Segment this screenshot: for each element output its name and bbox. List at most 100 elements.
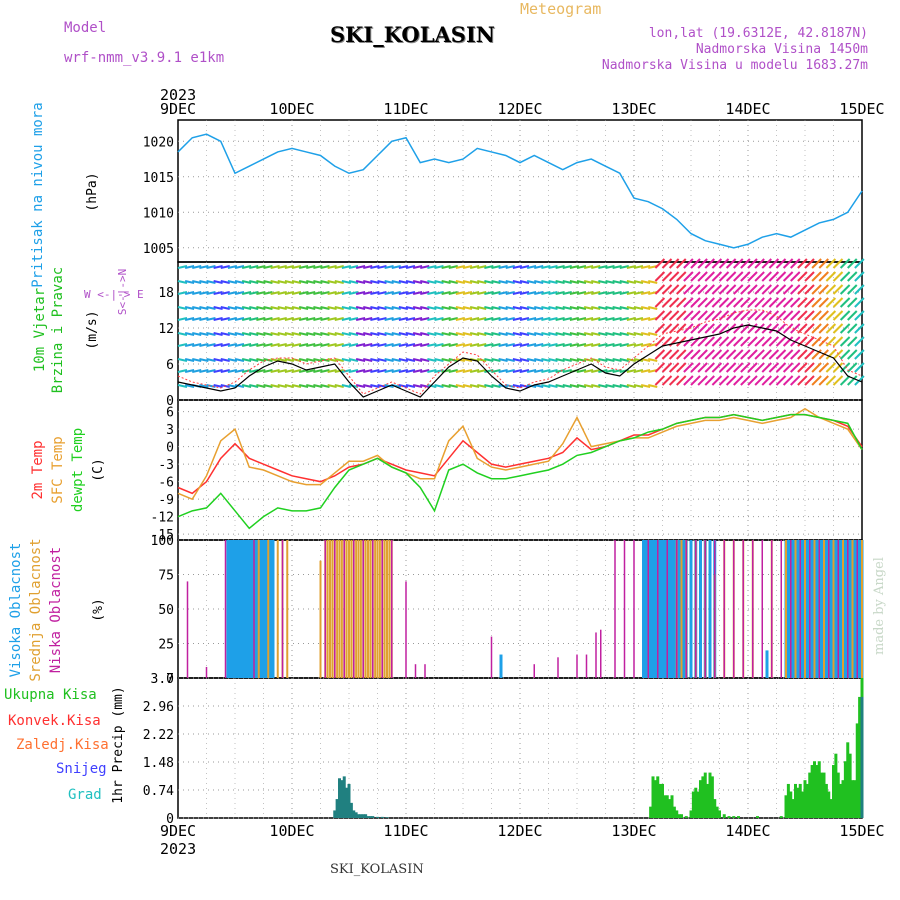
wind-barb bbox=[220, 369, 230, 373]
wind-barb bbox=[612, 384, 622, 388]
wind-barb bbox=[654, 323, 666, 334]
wind-barb bbox=[220, 280, 230, 284]
wind-barb bbox=[491, 291, 501, 295]
cloud-bar bbox=[651, 540, 655, 678]
wind-barb bbox=[291, 280, 302, 284]
wind-barb bbox=[327, 332, 337, 336]
cloud-bar bbox=[238, 540, 242, 678]
wind-barb bbox=[555, 343, 565, 347]
wind-barb bbox=[790, 297, 801, 308]
wind-barb bbox=[405, 332, 416, 336]
wind-barb bbox=[640, 306, 651, 310]
wind-barb bbox=[740, 362, 751, 373]
wind-barb bbox=[839, 336, 851, 347]
wind-barb bbox=[605, 265, 615, 269]
y-tick-label: 6 bbox=[166, 358, 174, 373]
wind-barb bbox=[598, 332, 608, 336]
wind-barb bbox=[768, 336, 780, 347]
wind-barb bbox=[619, 306, 629, 310]
wind-barb bbox=[782, 258, 794, 269]
wind-barb bbox=[256, 369, 266, 373]
y-tick-label: 2.22 bbox=[143, 728, 174, 743]
wind-barb bbox=[569, 358, 580, 362]
wind-barb bbox=[206, 280, 216, 284]
wind-barb bbox=[839, 349, 851, 360]
wind-barb bbox=[683, 336, 694, 347]
wind-barb bbox=[306, 358, 316, 362]
wind-barb bbox=[249, 384, 259, 388]
wind-barb bbox=[548, 291, 558, 295]
wind-barb bbox=[548, 384, 558, 388]
wind-barb bbox=[249, 306, 259, 310]
wind-barb bbox=[640, 384, 651, 388]
precip-bar bbox=[345, 787, 349, 818]
wind-barb bbox=[583, 343, 594, 347]
y-tick-label: 0 bbox=[166, 672, 174, 687]
wind-barb bbox=[790, 362, 801, 373]
wind-barb bbox=[512, 332, 523, 336]
wind-barb bbox=[633, 317, 644, 321]
wind-barb bbox=[782, 336, 794, 347]
precip-bar bbox=[832, 765, 835, 818]
wind-barb bbox=[676, 271, 687, 282]
cloud-bar bbox=[785, 540, 787, 678]
wind-barb bbox=[790, 375, 801, 386]
wind-barb bbox=[555, 332, 565, 336]
wind-barb bbox=[768, 349, 780, 360]
wind-barb bbox=[391, 265, 401, 269]
wind-barb bbox=[569, 343, 580, 347]
wind-barb bbox=[668, 310, 680, 321]
wind-barb bbox=[484, 265, 494, 269]
wind-barb bbox=[370, 306, 380, 310]
wind-barb bbox=[363, 343, 373, 347]
wind-barb bbox=[341, 358, 352, 362]
precip-bar bbox=[701, 776, 705, 818]
wind-barb bbox=[477, 369, 487, 373]
y-tick-label: 3.7 bbox=[151, 672, 174, 687]
wind-barb bbox=[761, 349, 772, 360]
wind-barb bbox=[711, 284, 723, 295]
wind-barb bbox=[519, 317, 530, 321]
wind-barb bbox=[184, 306, 195, 310]
wind-barb bbox=[420, 343, 430, 347]
wind-barb bbox=[704, 362, 715, 373]
wind-barb bbox=[790, 310, 801, 321]
wind-barb bbox=[291, 306, 302, 310]
wind-barb bbox=[775, 375, 787, 386]
wind-barb bbox=[213, 291, 223, 295]
wind-barb bbox=[854, 284, 865, 295]
wind-barb bbox=[477, 265, 487, 269]
wind-barb bbox=[576, 291, 587, 295]
wind-barb bbox=[484, 384, 494, 388]
wind-barb bbox=[519, 280, 530, 284]
wind-barb bbox=[697, 310, 708, 321]
wind-barb bbox=[839, 258, 851, 269]
cloud-bar bbox=[851, 540, 854, 678]
cloud-bar bbox=[257, 540, 260, 678]
wind-barb bbox=[633, 369, 644, 373]
dewpt-label: dewpt Temp bbox=[70, 428, 86, 512]
wind-barb bbox=[839, 375, 851, 386]
wind-barb bbox=[298, 265, 309, 269]
precip-bar bbox=[822, 772, 826, 818]
day-label-top: 12DEC bbox=[497, 100, 542, 118]
wind-barb bbox=[512, 384, 523, 388]
y-tick-label: 0 bbox=[166, 394, 174, 409]
wind-barb bbox=[398, 358, 409, 362]
wind-barb bbox=[405, 358, 416, 362]
wind-barb bbox=[370, 291, 380, 295]
cloud-bar bbox=[801, 540, 805, 678]
wind-barb bbox=[462, 343, 473, 347]
wind-barb bbox=[448, 265, 458, 269]
wind-barb bbox=[512, 280, 523, 284]
wind-barb bbox=[754, 349, 765, 360]
cloud-bar bbox=[250, 540, 254, 678]
wind-barb bbox=[591, 343, 601, 347]
cloud-bar bbox=[348, 540, 350, 678]
cloud-bar bbox=[336, 540, 339, 678]
y-tick-label: 1020 bbox=[143, 135, 174, 150]
wind-barb bbox=[654, 375, 666, 386]
wind-barb bbox=[768, 310, 780, 321]
wind-barb bbox=[740, 349, 751, 360]
wind-barb bbox=[598, 280, 608, 284]
